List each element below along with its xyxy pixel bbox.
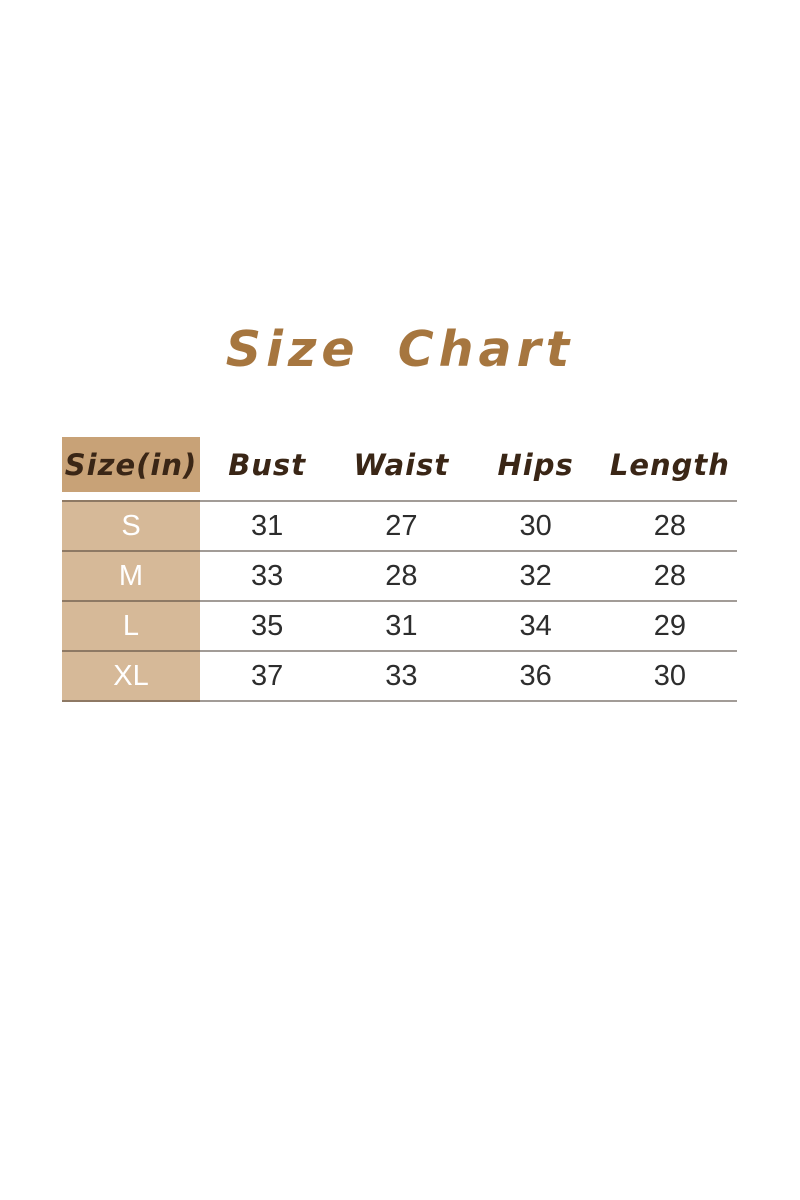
- column-header-waist: Waist: [334, 437, 469, 492]
- size-cell: XL: [62, 650, 200, 702]
- waist-value-cell: 27: [334, 500, 469, 550]
- column-header-bust: Bust: [200, 437, 335, 492]
- length-value-cell: 30: [602, 650, 737, 702]
- table-row-xl: XL 37 33 36 30: [62, 650, 737, 702]
- bust-value-cell: 35: [200, 600, 335, 650]
- length-value-cell: 28: [602, 500, 737, 550]
- hips-value-cell: 34: [468, 600, 603, 650]
- size-cell: S: [62, 500, 200, 550]
- length-value-cell: 29: [602, 600, 737, 650]
- bust-value-cell: 37: [200, 650, 335, 702]
- page-title: Size Chart: [225, 321, 575, 378]
- column-header-size: Size(in): [62, 437, 200, 492]
- table-body: S 31 27 30 28 M 33 28 32 28 L 35 31 34 2…: [62, 500, 737, 702]
- hips-value-cell: 32: [468, 550, 603, 600]
- table-row-m: M 33 28 32 28: [62, 550, 737, 600]
- table-row-l: L 35 31 34 29: [62, 600, 737, 650]
- size-cell: L: [62, 600, 200, 650]
- hips-value-cell: 30: [468, 500, 603, 550]
- column-header-length: Length: [602, 437, 737, 492]
- waist-value-cell: 31: [334, 600, 469, 650]
- bust-value-cell: 31: [200, 500, 335, 550]
- hips-value-cell: 36: [468, 650, 603, 702]
- length-value-cell: 28: [602, 550, 737, 600]
- column-header-hips: Hips: [468, 437, 603, 492]
- table-row-s: S 31 27 30 28: [62, 500, 737, 550]
- table-header-row: Size(in) Bust Waist Hips Length: [62, 437, 737, 492]
- waist-value-cell: 33: [334, 650, 469, 702]
- bust-value-cell: 33: [200, 550, 335, 600]
- size-table: Size(in) Bust Waist Hips Length S 31 27 …: [62, 437, 737, 702]
- size-cell: M: [62, 550, 200, 600]
- waist-value-cell: 28: [334, 550, 469, 600]
